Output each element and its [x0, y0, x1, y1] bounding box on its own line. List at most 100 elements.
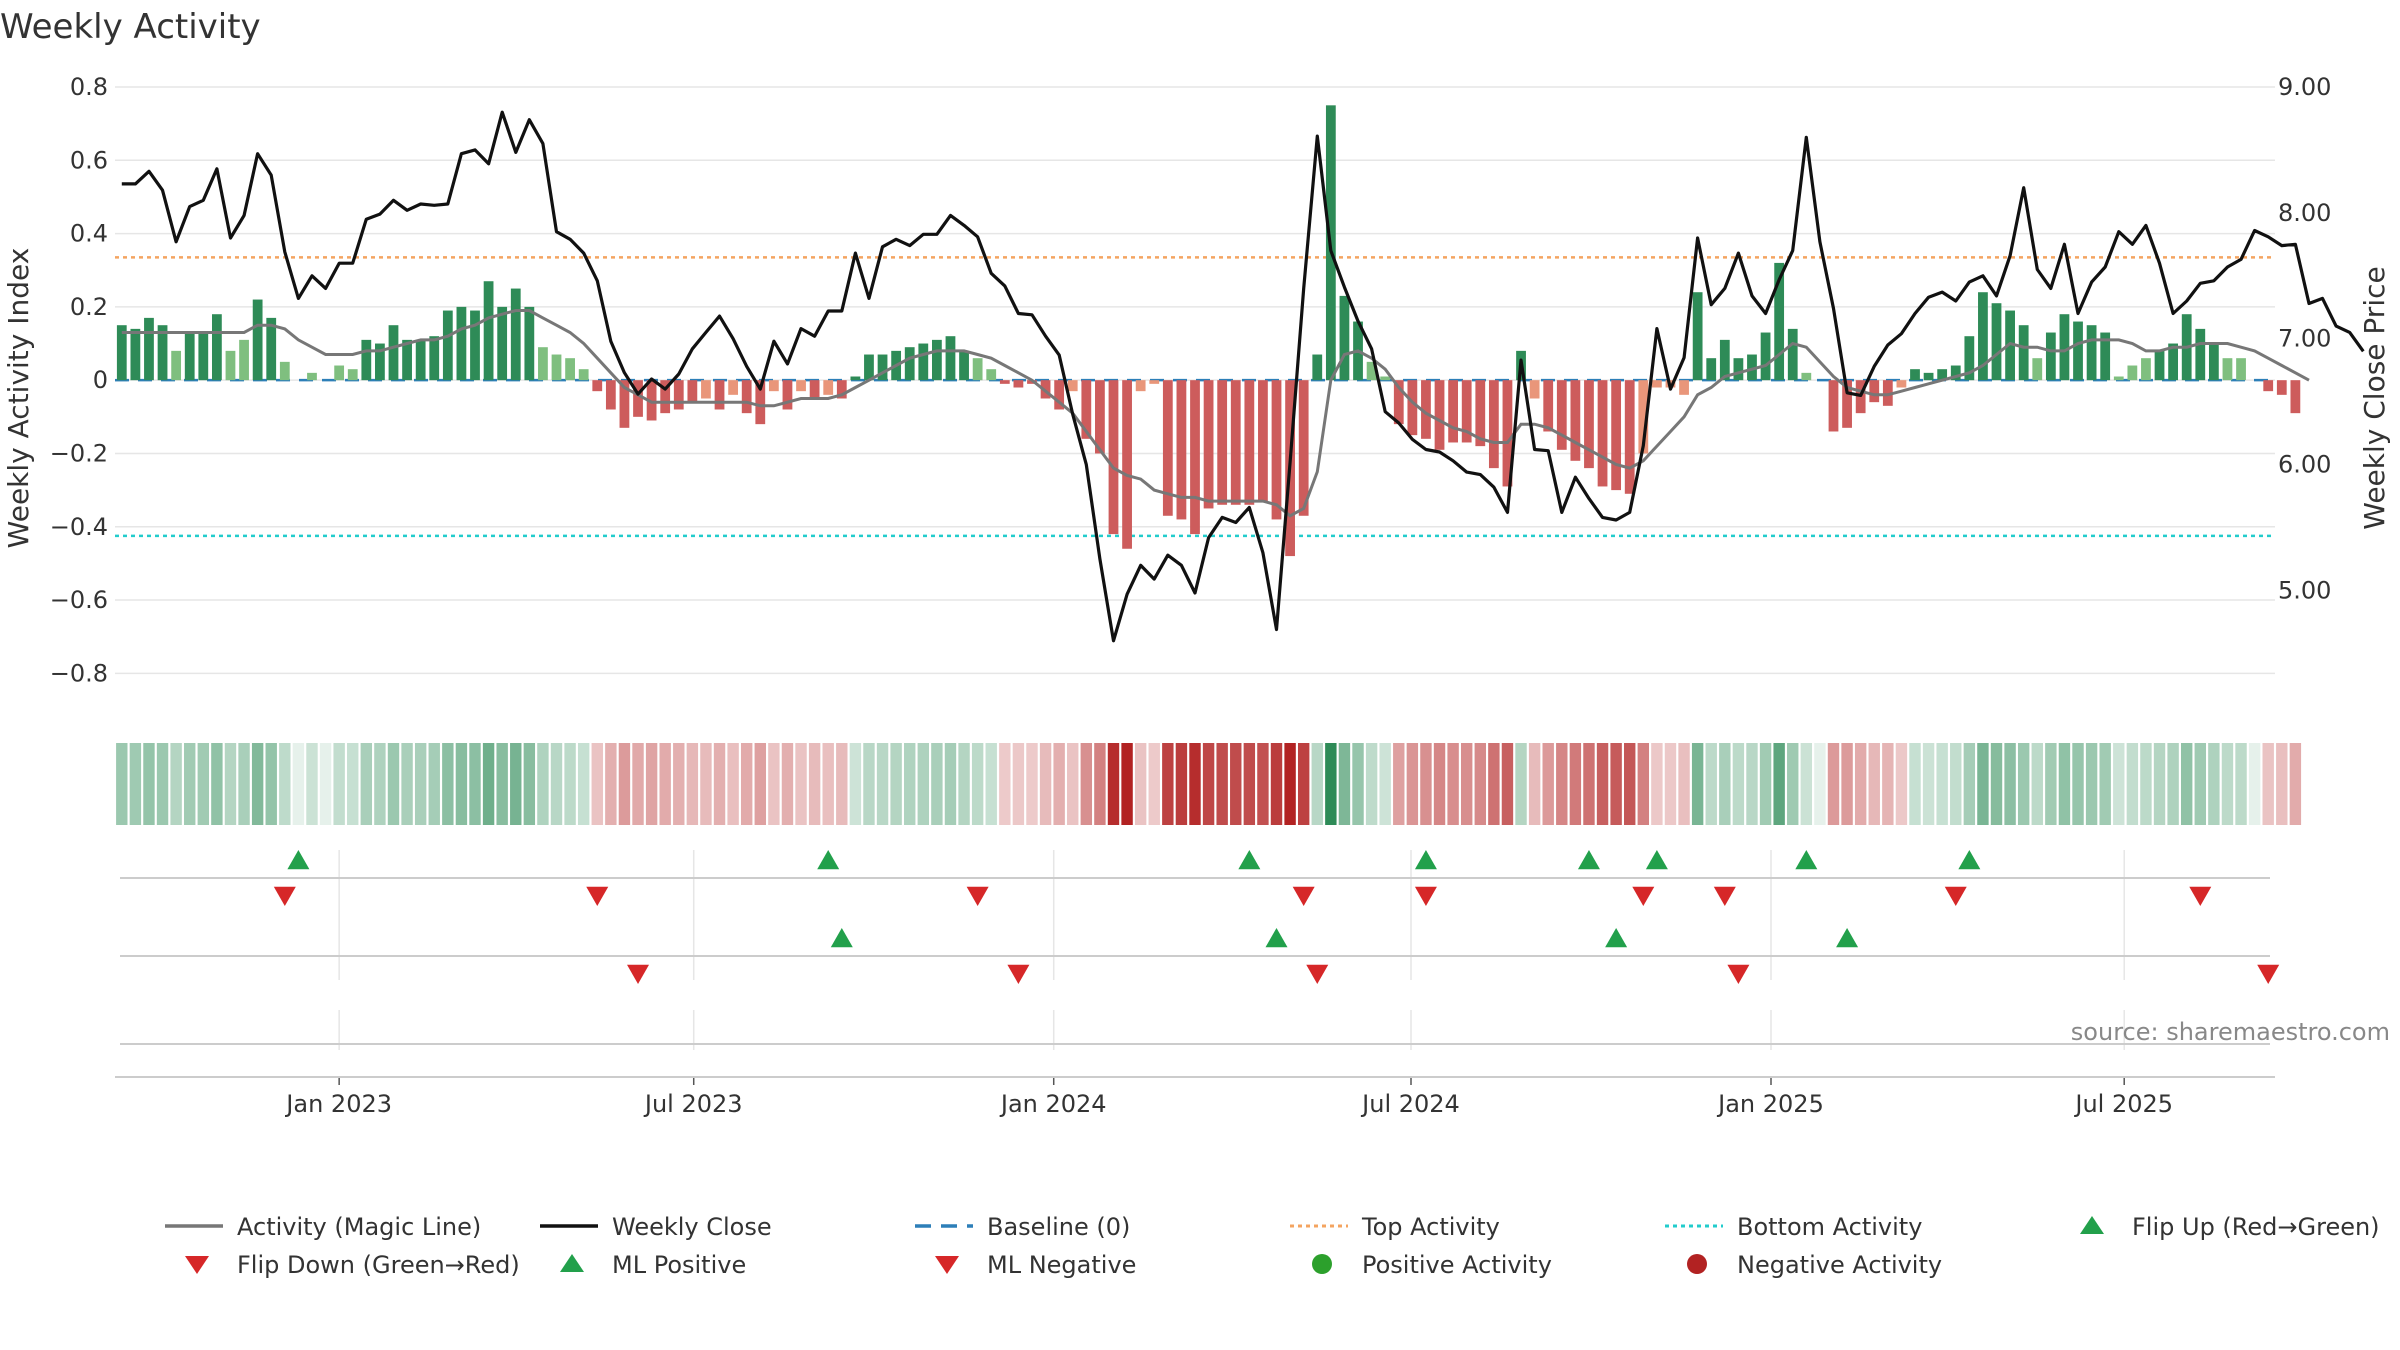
heat-cell: [1433, 743, 1446, 825]
heat-cell: [632, 743, 644, 825]
heat-cell: [184, 743, 196, 825]
heat-cell: [442, 743, 454, 825]
legend-label: Flip Down (Green→Red): [237, 1251, 520, 1279]
activity-bar: [1135, 380, 1146, 392]
heat-cell: [1067, 743, 1079, 825]
legend-item: Baseline (0): [915, 1213, 1130, 1241]
activity-bar: [1393, 380, 1404, 425]
heat-cell: [2113, 743, 2125, 825]
left-tick-label: 0.4: [70, 220, 108, 248]
legend-label: Negative Activity: [1737, 1251, 1942, 1279]
activity-bar: [1434, 380, 1445, 450]
heat-cell: [1379, 743, 1391, 825]
heat-cell: [849, 743, 862, 825]
heat-cell: [428, 743, 440, 825]
heat-cell: [944, 743, 957, 825]
heat-cell: [1895, 743, 1908, 825]
activity-bar: [1679, 380, 1689, 395]
heat-cell: [958, 743, 970, 825]
legend-item: ML Negative: [935, 1251, 1136, 1279]
heat-cell: [1827, 743, 1840, 825]
activity-bar: [1950, 365, 1961, 381]
heat-cell: [971, 743, 984, 825]
legend-label: ML Negative: [987, 1251, 1136, 1279]
heat-cell: [156, 743, 169, 825]
heat-cell: [577, 743, 590, 825]
activity-bar: [1203, 380, 1214, 509]
activity-bar: [130, 328, 141, 381]
heat-cell: [347, 743, 359, 825]
activity-bar: [2018, 325, 2029, 381]
legend-item: Negative Activity: [1687, 1251, 1942, 1279]
heat-cell: [686, 743, 699, 825]
heat-cell: [591, 743, 603, 825]
activity-bar: [1882, 380, 1893, 406]
activity-bar: [1312, 354, 1323, 381]
activity-bar: [1978, 292, 1988, 381]
activity-bar: [198, 332, 209, 381]
activity-bar: [2276, 380, 2287, 395]
activity-bar: [2045, 332, 2056, 381]
heat-cell: [1189, 743, 1201, 825]
magic-line-series: [121, 309, 2310, 518]
activity-bar: [1298, 380, 1309, 516]
heat-cell: [469, 743, 481, 825]
flip-down-marker: [966, 886, 989, 906]
activity-bar: [388, 325, 399, 381]
activity-bar: [673, 380, 684, 410]
activity-bar: [2127, 365, 2138, 381]
heat-cell: [808, 743, 821, 825]
heat-cell: [713, 743, 726, 825]
heat-cell: [306, 743, 318, 825]
chart-title: Weekly Activity: [0, 7, 261, 47]
activity-bar: [728, 380, 739, 395]
activity-bar: [592, 380, 603, 392]
activity-bar: [429, 336, 440, 381]
heat-cell: [1094, 743, 1106, 825]
ml-positive-marker: [1265, 928, 1288, 948]
heat-cell: [1651, 743, 1663, 825]
heat-cell: [1148, 743, 1160, 825]
heat-cell: [863, 743, 875, 825]
activity-bar: [2141, 358, 2151, 381]
activity-bar: [646, 380, 657, 421]
legend-swatch-triangle-up: [2080, 1216, 2104, 1234]
heat-cell: [510, 743, 522, 825]
legend-swatch-circle: [1312, 1254, 1332, 1274]
heat-cell: [1950, 743, 1962, 825]
left-tick-label: −0.8: [50, 659, 108, 687]
source-credit: source: sharemaestro.com: [2071, 1018, 2390, 1046]
flip-up-marker: [1645, 850, 1668, 870]
heat-cell: [2235, 743, 2247, 825]
flip-down-marker: [1632, 886, 1655, 906]
activity-bar: [1869, 380, 1880, 403]
heat-cell: [1732, 743, 1745, 825]
heat-cell: [2153, 743, 2166, 825]
activity-bar: [375, 343, 385, 381]
heat-cell: [1569, 743, 1582, 825]
ml-negative-marker: [1727, 964, 1750, 984]
heat-cell: [537, 743, 549, 825]
flip-up-marker: [1577, 850, 1600, 870]
activity-bar: [986, 369, 997, 381]
activity-bar: [1230, 380, 1241, 505]
activity-bar: [211, 314, 222, 381]
activity-bar: [551, 354, 562, 381]
activity-bar: [2113, 376, 2124, 381]
heat-cell: [2072, 743, 2084, 825]
activity-bar: [1366, 361, 1377, 381]
heat-cell: [985, 743, 997, 825]
activity-bar: [2195, 328, 2206, 381]
activity-bar: [1719, 339, 1730, 381]
activity-bar: [945, 336, 956, 381]
activity-bar: [497, 306, 508, 381]
flip-up-marker: [1795, 850, 1818, 870]
heat-cell: [605, 743, 617, 825]
activity-bar: [701, 380, 711, 399]
heat-cell: [224, 743, 237, 825]
activity-bar: [116, 325, 127, 381]
heat-cell: [1678, 743, 1690, 825]
activity-bar: [755, 380, 766, 425]
activity-bar: [1380, 376, 1391, 381]
heat-cell: [2017, 743, 2030, 825]
